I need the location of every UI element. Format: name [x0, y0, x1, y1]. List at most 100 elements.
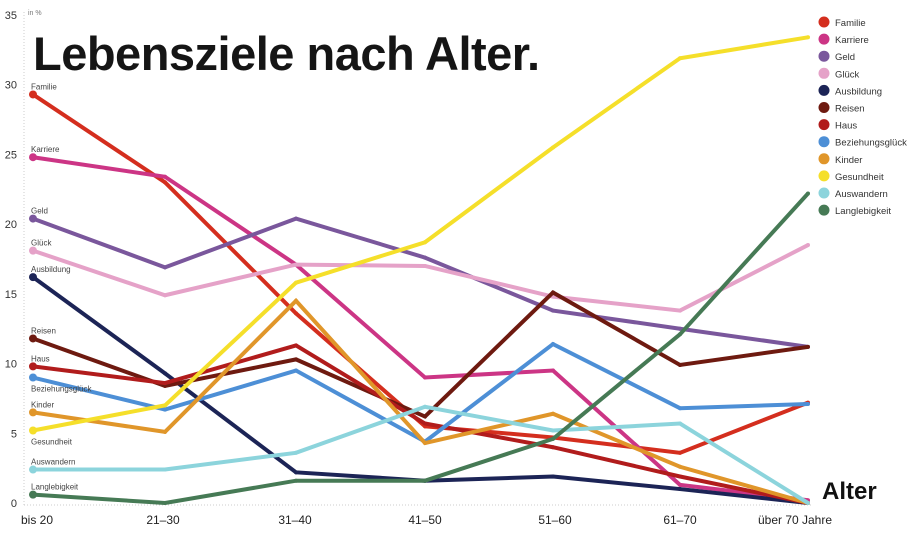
- series-label: Kinder: [31, 400, 54, 409]
- legend-entry: Beziehungsglück: [835, 138, 907, 149]
- data-point: [678, 326, 682, 331]
- data-point: [551, 145, 555, 150]
- data-point: [163, 501, 167, 505]
- legend-marker: [818, 84, 830, 96]
- data-point: [551, 445, 555, 450]
- series-label: Familie: [31, 82, 57, 91]
- legend-marker: [818, 16, 830, 28]
- data-point: [163, 381, 167, 386]
- legend-marker: [818, 50, 830, 62]
- data-point: [163, 293, 167, 298]
- data-point: [423, 478, 427, 483]
- legend-entry: Glück: [835, 69, 860, 80]
- data-point: [294, 368, 298, 373]
- y-tick-label: 35: [5, 10, 17, 22]
- legend-entry: Karriere: [835, 35, 869, 46]
- data-point: [163, 429, 167, 434]
- legend-entry: Kinder: [835, 155, 862, 166]
- y-tick-label: 25: [5, 149, 17, 161]
- data-point: [806, 191, 810, 196]
- data-point: [29, 90, 37, 99]
- data-point: [678, 332, 682, 337]
- y-tick-label: 0: [11, 498, 17, 510]
- data-point: [423, 375, 427, 380]
- legend-marker: [818, 33, 830, 45]
- y-tick-label: 15: [5, 289, 17, 301]
- series-label: Langlebigkeit: [31, 483, 79, 492]
- data-point: [806, 35, 810, 40]
- data-point: [294, 470, 298, 475]
- data-point: [29, 273, 37, 282]
- data-point: [423, 240, 427, 245]
- y-tick-label: 30: [5, 80, 17, 92]
- legend-marker: [818, 204, 830, 216]
- x-tick-label: über 70 Jahre: [758, 513, 832, 527]
- legend-marker: [818, 153, 830, 165]
- data-point: [29, 490, 37, 499]
- x-tick-label: 21–30: [146, 513, 180, 527]
- data-point: [294, 311, 298, 316]
- data-point: [29, 214, 37, 223]
- series-label: Glück: [31, 239, 52, 248]
- series-label: Gesundheit: [31, 437, 73, 446]
- data-point: [678, 56, 682, 61]
- series-line-langlebigkeit: [32, 192, 810, 506]
- data-point: [29, 373, 37, 382]
- series-label: Geld: [31, 207, 48, 216]
- data-point: [551, 290, 555, 295]
- series-label: Karriere: [31, 145, 60, 154]
- series-line-familie: [31, 92, 809, 455]
- series-label: Reisen: [31, 326, 56, 335]
- legend-entry: Ausbildung: [835, 86, 882, 97]
- data-point: [294, 450, 298, 455]
- series-line-geld: [32, 216, 809, 349]
- data-point: [678, 464, 682, 469]
- legend-entry: Langlebigkeit: [835, 206, 891, 217]
- data-point: [163, 403, 167, 408]
- data-point: [163, 371, 167, 376]
- legend-entry: Geld: [835, 52, 855, 63]
- y-axis-unit: in %: [28, 10, 42, 17]
- data-point: [29, 246, 37, 255]
- data-point: [163, 180, 167, 185]
- data-point: [678, 406, 682, 411]
- data-point: [29, 408, 37, 417]
- legend-entry: Reisen: [835, 104, 865, 115]
- data-point: [551, 368, 555, 373]
- series-label: Auswandern: [31, 458, 75, 467]
- data-point: [29, 334, 37, 343]
- data-point: [294, 357, 298, 362]
- data-point: [294, 216, 298, 221]
- data-point: [551, 308, 555, 313]
- data-point: [551, 436, 555, 441]
- legend-marker: [818, 187, 830, 199]
- data-point: [678, 450, 682, 455]
- legend-entry: Familie: [835, 18, 866, 29]
- legend-marker: [818, 102, 830, 113]
- data-point: [678, 362, 682, 367]
- data-point: [423, 255, 427, 260]
- data-point: [294, 478, 298, 483]
- data-point: [551, 474, 555, 479]
- x-axis-label: Alter: [822, 478, 877, 505]
- legend-entry: Auswandern: [835, 189, 888, 200]
- legend-marker: [818, 170, 830, 182]
- data-point: [551, 411, 555, 416]
- data-point: [294, 343, 298, 348]
- x-tick-label: 41–50: [408, 513, 442, 527]
- data-point: [423, 441, 427, 446]
- x-tick-label: 61–70: [663, 513, 697, 527]
- series-line-reisen: [32, 289, 809, 419]
- data-point: [163, 265, 167, 270]
- data-point: [806, 243, 810, 248]
- series-label: Ausbildung: [31, 265, 71, 274]
- data-point: [423, 414, 427, 419]
- data-point: [163, 407, 167, 412]
- y-tick-label: 10: [5, 359, 17, 371]
- chart-title: Lebensziele nach Alter.: [33, 27, 540, 80]
- data-point: [29, 362, 37, 371]
- data-point: [29, 153, 37, 162]
- x-tick-label: 51–60: [538, 513, 572, 527]
- legend-marker: [818, 119, 830, 131]
- legend-marker: [818, 136, 830, 148]
